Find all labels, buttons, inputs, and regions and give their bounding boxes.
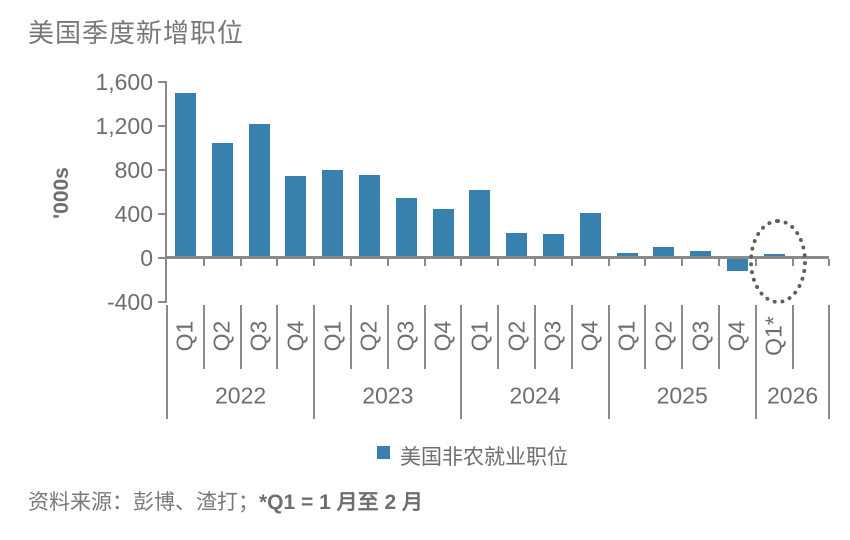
bar: [690, 251, 712, 258]
quarter-separator: [276, 305, 279, 369]
x-tick-label-quarter: Q1: [613, 320, 640, 352]
y-tick: [158, 81, 165, 83]
year-separator: [607, 305, 610, 419]
bar: [616, 252, 638, 258]
x-tick-label-quarter: Q2: [650, 320, 677, 352]
y-tick-label: 800: [114, 157, 153, 183]
bar: [358, 174, 380, 258]
quarter-separator: [718, 305, 720, 369]
x-tick-label-quarter: Q1: [319, 320, 346, 352]
bar: [285, 175, 307, 258]
quarter-separator: [570, 305, 573, 369]
quarter-separator: [534, 305, 536, 369]
x-tick: [423, 259, 426, 266]
bar: [211, 142, 233, 258]
x-tick: [644, 259, 647, 266]
x-tick: [239, 259, 242, 266]
x-tick-label-quarter: Q3: [539, 320, 566, 352]
x-tick: [570, 259, 573, 266]
bar: [726, 259, 748, 272]
source-footnote: *Q1 = 1 月至 2 月: [259, 491, 423, 514]
quarter-separator: [497, 305, 500, 369]
y-tick: [158, 257, 165, 259]
x-tick: [681, 259, 684, 266]
x-tick: [828, 259, 831, 266]
quarter-separator: [239, 305, 242, 369]
y-axis-line: [165, 81, 167, 303]
year-separator: [754, 305, 757, 419]
chart-title: 美国季度新增职位: [28, 19, 245, 48]
legend: 美国非农就业职位: [377, 441, 568, 471]
x-axis-line: [165, 256, 830, 259]
bar: [469, 190, 491, 258]
y-tick-label: 1,200: [95, 113, 153, 139]
x-tick-label-quarter: Q1: [466, 320, 493, 352]
legend-marker: [377, 446, 390, 459]
y-tick: [158, 125, 165, 127]
x-tick-label-year: 2022: [215, 382, 267, 409]
x-tick: [276, 259, 279, 266]
quarter-separator: [350, 305, 352, 369]
x-tick: [607, 259, 610, 266]
x-tick-label-quarter: Q4: [282, 320, 309, 352]
bar: [395, 198, 417, 258]
y-tick: [158, 169, 165, 171]
y-tick: [158, 213, 165, 215]
x-tick-label-quarter: Q1*: [760, 316, 787, 356]
x-tick-label-quarter: Q3: [687, 320, 714, 352]
x-tick-label-year: 2026: [767, 382, 819, 409]
x-tick-label-quarter: Q4: [576, 320, 603, 352]
legend-label: 美国非农就业职位: [400, 445, 568, 469]
x-tick-label-year: 2025: [656, 382, 708, 409]
x-tick-label-year: 2024: [509, 382, 561, 409]
quarter-separator: [386, 305, 389, 369]
x-tick: [460, 259, 463, 266]
x-tick-label-year: 2023: [362, 382, 414, 409]
x-tick-label-quarter: Q2: [208, 320, 235, 352]
year-separator: [313, 305, 316, 419]
x-tick: [202, 259, 205, 266]
y-tick: [158, 301, 165, 303]
x-tick: [350, 259, 352, 266]
y-tick-label: 400: [114, 201, 153, 227]
x-tick-label-quarter: Q4: [723, 320, 750, 352]
x-tick: [313, 259, 316, 266]
bar: [248, 123, 270, 258]
quarter-separator: [681, 305, 684, 369]
bar: [432, 209, 454, 258]
bar: [542, 234, 564, 258]
x-tick-label-quarter: Q1: [171, 320, 198, 352]
source-note: 资料来源：彭博、渣打；*Q1 = 1 月至 2 月: [28, 486, 423, 516]
x-tick-label-quarter: Q2: [503, 320, 530, 352]
bar: [506, 232, 528, 258]
year-separator: [166, 305, 168, 419]
x-tick: [718, 259, 720, 266]
x-tick-label-quarter: Q4: [429, 320, 456, 352]
x-tick: [497, 259, 500, 266]
y-tick-label: 0: [140, 245, 153, 271]
x-tick-label-quarter: Q2: [355, 320, 382, 352]
bar: [174, 93, 196, 258]
quarter-separator: [423, 305, 426, 369]
quarter-separator: [202, 305, 205, 369]
x-tick-label-quarter: Q3: [392, 320, 419, 352]
year-separator: [460, 305, 463, 419]
quarter-separator: [644, 305, 647, 369]
x-tick-label-quarter: Q3: [245, 320, 272, 352]
bar: [579, 213, 601, 258]
x-tick: [386, 259, 389, 266]
x-tick: [534, 259, 536, 266]
highlight-ellipse: [749, 219, 808, 304]
y-tick-label: 1,600: [95, 69, 153, 95]
y-tick-label: -400: [106, 289, 153, 315]
bar: [322, 170, 344, 258]
bar: [653, 247, 675, 258]
quarter-separator: [791, 305, 794, 369]
year-separator: [828, 305, 831, 419]
source-text: 资料来源：彭博、渣打；: [28, 490, 259, 514]
